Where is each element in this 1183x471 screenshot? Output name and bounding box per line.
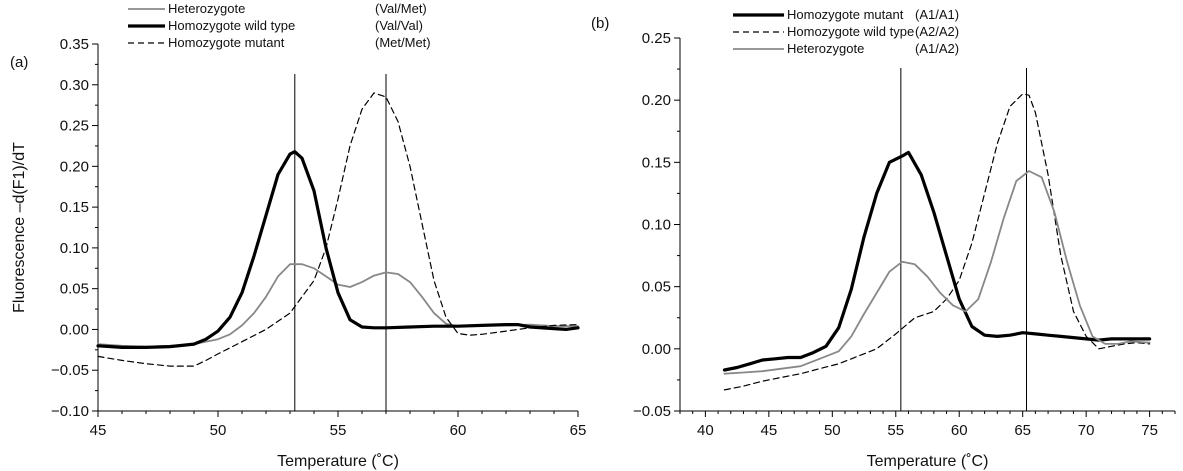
x-tick-label: 65 — [570, 422, 587, 439]
y-tick-label: 0.00 — [642, 341, 671, 358]
y-tick-label: 0.05 — [60, 281, 89, 298]
y-tick-label: 0.05 — [642, 279, 671, 296]
x-tick-label: 45 — [90, 422, 107, 439]
legend-genotype: (Val/Met) — [375, 1, 427, 16]
series-line-homozygote-wild-type — [723, 93, 1151, 391]
x-axis-label: Temperature (˚C) — [867, 453, 989, 470]
y-tick-label: 0.25 — [60, 118, 89, 135]
x-tick-label: 60 — [450, 422, 467, 439]
y-tick-label: 0.30 — [60, 77, 89, 94]
series-line-heterozygote — [97, 263, 579, 348]
legend-label: Homozygote mutant — [168, 35, 285, 50]
x-tick-label: 55 — [330, 422, 347, 439]
y-tick-label: −0.05 — [633, 403, 671, 420]
x-tick-label: 70 — [1078, 422, 1095, 439]
y-tick-label: −0.05 — [51, 362, 89, 379]
panel-b: −0.05 0.00 0.05 0.10 0.15 0.20 0.25 40 45 50 55 60 6… — [591, 7, 1176, 470]
legend-label: Heterozygote — [787, 41, 864, 56]
y-tick-label: 0.15 — [60, 199, 89, 216]
x-tick-label: 75 — [1141, 422, 1158, 439]
x-tick-label: 40 — [697, 422, 714, 439]
y-tick-label: −0.10 — [51, 403, 89, 420]
x-tick-label: 55 — [887, 422, 904, 439]
y-tick-label: 0.10 — [642, 217, 671, 234]
x-tick-label: 50 — [210, 422, 227, 439]
panel-a: −0.10 −0.05 0.00 0.05 0.10 0.15 0.20 0.25 0.30 0.… — [10, 1, 586, 470]
legend-label: Homozygote mutant — [787, 7, 904, 22]
x-tick-label: 65 — [1014, 422, 1031, 439]
y-axis-label: Fluorescence –d(F1)/dT — [11, 142, 28, 313]
legend-label: Homozygote wild type — [168, 18, 295, 33]
series-line-homozygote-mutant — [722, 150, 1152, 372]
panel-label: (a) — [10, 54, 28, 71]
panel-label: (b) — [591, 15, 609, 32]
legend-genotype: (A1/A1) — [915, 7, 959, 22]
legend-label: Homozygote wild type — [787, 24, 914, 39]
legend-genotype: (A2/A2) — [915, 24, 959, 39]
y-tick-label: 0.25 — [642, 30, 671, 47]
y-tick-label: 0.20 — [60, 158, 89, 175]
x-tick-label: 50 — [824, 422, 841, 439]
x-tick-label: 60 — [951, 422, 968, 439]
legend-genotype: (A1/A2) — [915, 41, 959, 56]
legend-label: Heterozygote — [168, 1, 245, 16]
y-tick-label: 0.00 — [60, 321, 89, 338]
legend-genotype: (Val/Val) — [375, 18, 423, 33]
x-axis-label: Temperature (˚C) — [277, 453, 399, 470]
series-line-homozygote-wild-type — [96, 150, 580, 349]
series-line-heterozygote — [723, 170, 1151, 375]
y-tick-label: 0.20 — [642, 92, 671, 109]
x-tick-label: 45 — [761, 422, 778, 439]
y-tick-label: 0.15 — [642, 154, 671, 171]
y-tick-label: 0.35 — [60, 36, 89, 53]
y-tick-label: 0.10 — [60, 240, 89, 257]
series-line-homozygote-mutant — [97, 92, 579, 367]
legend-genotype: (Met/Met) — [375, 35, 431, 50]
